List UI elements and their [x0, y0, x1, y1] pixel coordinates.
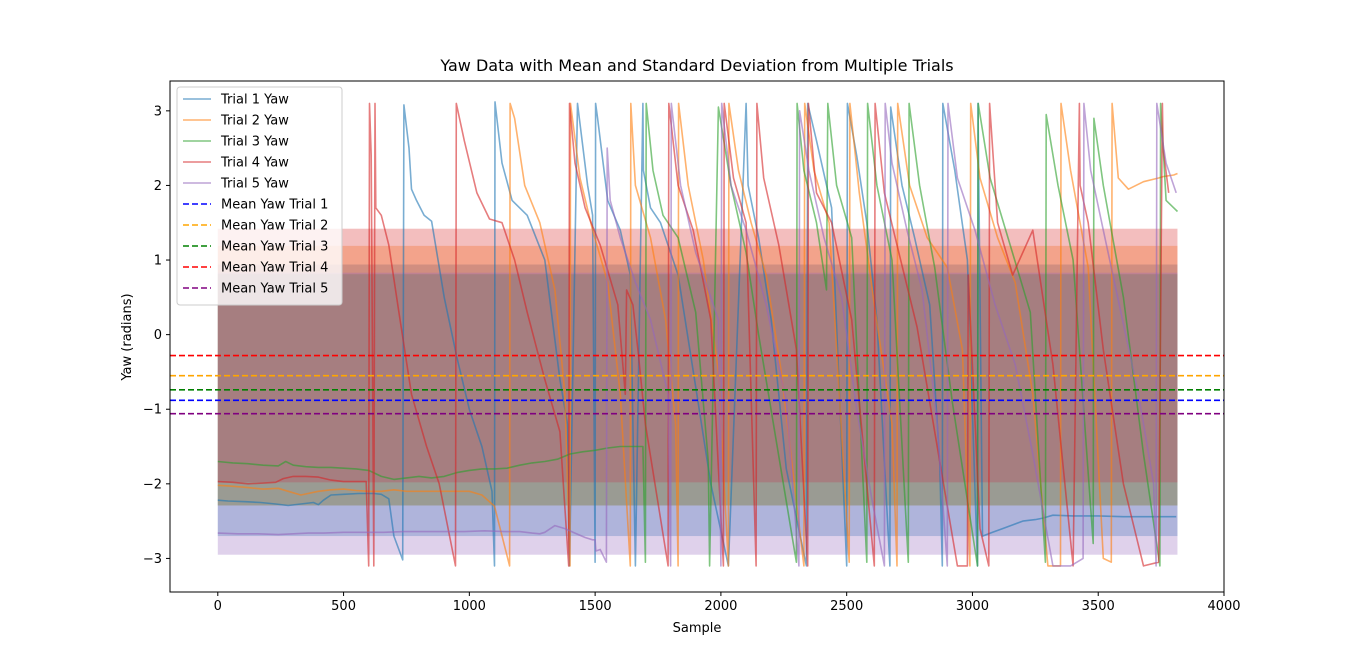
y-axis: −3 −2 −1 0 1 2 3 [143, 104, 170, 567]
legend-box [176, 86, 343, 306]
y-axis-label: Yaw (radians) [120, 293, 135, 381]
data-series [217, 101, 1179, 567]
y-tick-label: 3 [154, 104, 162, 119]
legend-label: Trial 2 Yaw [220, 114, 289, 129]
legend-label: Trial 5 Yaw [220, 177, 289, 192]
x-axis-label: Sample [673, 621, 722, 636]
chart-title: Yaw Data with Mean and Standard Deviatio… [439, 56, 953, 75]
legend-label: Trial 3 Yaw [220, 135, 289, 150]
x-tick-label: 500 [331, 599, 356, 614]
legend: Trial 1 Yaw Trial 2 Yaw Trial 3 Yaw Trial 4… [176, 86, 343, 306]
y-tick-label: −3 [143, 552, 162, 567]
std-bands [217, 228, 1178, 555]
y-tick-label: 2 [154, 179, 162, 194]
series-line-trial-5 [217, 102, 1177, 567]
series-line-trial-3 [217, 102, 1179, 567]
legend-label: Mean Yaw Trial 1 [221, 198, 328, 213]
legend-label: Trial 1 Yaw [220, 93, 289, 108]
x-tick-label: 3500 [1082, 599, 1115, 614]
y-tick-label: 1 [154, 254, 162, 269]
x-tick-label: 2500 [830, 599, 863, 614]
x-axis: 0 500 1000 1500 2000 2500 3000 3500 4000 [214, 592, 1241, 614]
x-tick-label: 1000 [453, 599, 486, 614]
x-tick-label: 2000 [704, 599, 737, 614]
series-line-trial-4 [217, 102, 1170, 567]
mean-lines [170, 354, 1224, 415]
x-tick-label: 3000 [956, 599, 989, 614]
legend-label: Trial 4 Yaw [220, 156, 289, 171]
legend-label: Mean Yaw Trial 4 [221, 261, 328, 276]
x-tick-label: 4000 [1207, 599, 1240, 614]
x-tick-label: 1500 [579, 599, 612, 614]
y-tick-label: −1 [143, 403, 162, 418]
legend-label: Mean Yaw Trial 2 [221, 219, 328, 234]
y-tick-label: −2 [143, 477, 162, 492]
legend-label: Mean Yaw Trial 5 [221, 282, 328, 297]
x-tick-label: 0 [214, 599, 222, 614]
y-tick-label: 0 [154, 328, 162, 343]
plot-frame [169, 80, 1225, 593]
legend-label: Mean Yaw Trial 3 [221, 240, 328, 255]
